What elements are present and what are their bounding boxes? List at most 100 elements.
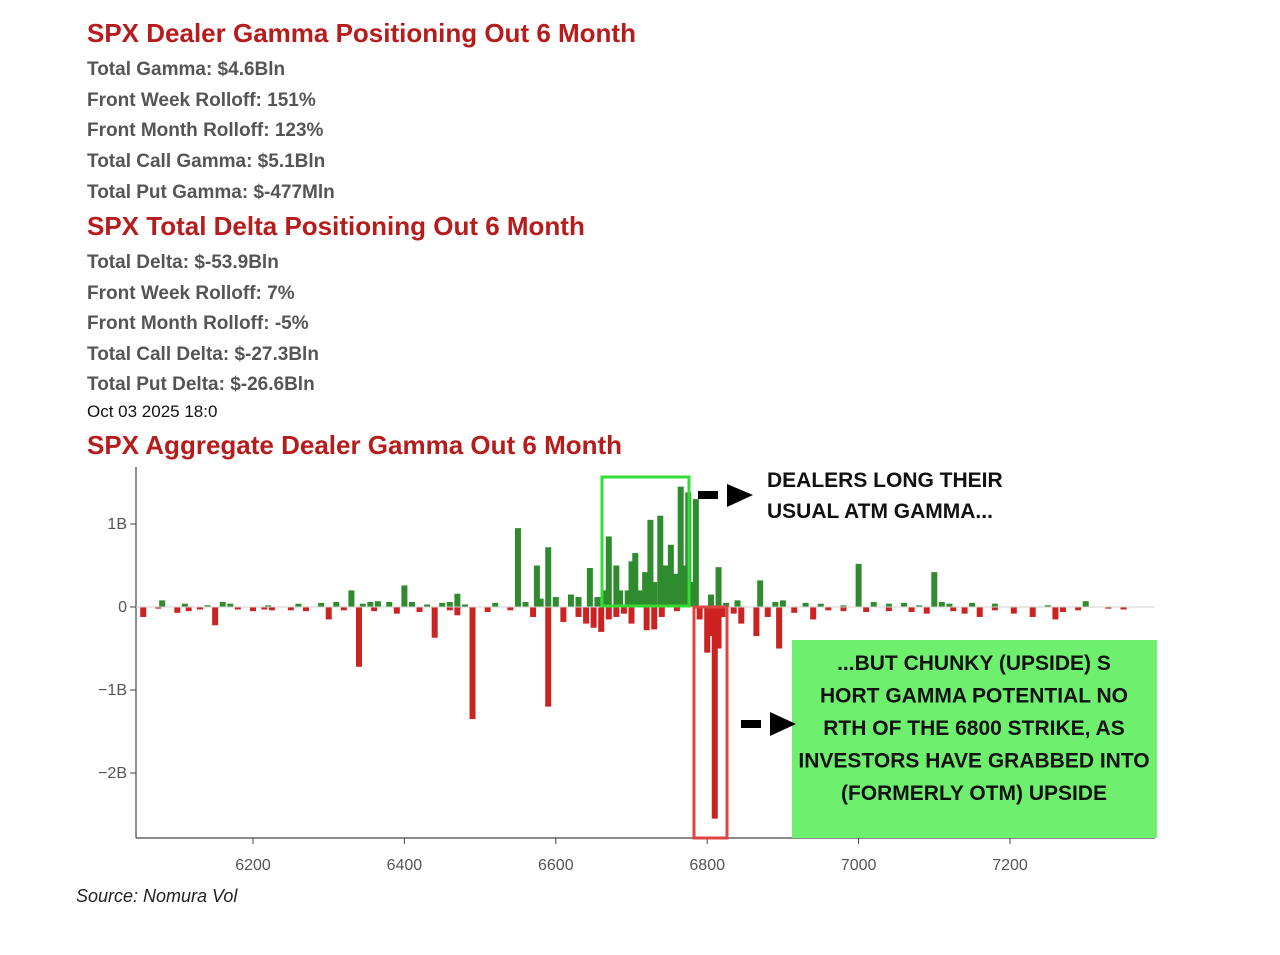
negative-gamma-bar xyxy=(1120,607,1127,610)
positive-gamma-bar xyxy=(359,603,366,607)
positive-gamma-bar xyxy=(159,600,166,607)
negative-gamma-bar xyxy=(704,607,711,653)
positive-gamma-bar xyxy=(446,602,453,607)
callout-text: ...BUT CHUNKY (UPSIDE) S HORT GAMMA POTEN… xyxy=(798,652,1149,805)
negative-gamma-bar xyxy=(446,607,453,611)
positive-gamma-bar xyxy=(265,605,272,607)
total-call-delta-stat: Total Call Delta: $-27.3Bln xyxy=(87,344,319,365)
positive-gamma-bar xyxy=(605,536,612,607)
positive-gamma-bar xyxy=(870,602,877,607)
negative-gamma-bar xyxy=(730,607,737,614)
x-tick-label: 6600 xyxy=(538,857,574,874)
negative-gamma-bar xyxy=(325,607,332,620)
positive-gamma-bar xyxy=(723,602,730,607)
negative-gamma-bar xyxy=(696,607,703,620)
negative-gamma-bar xyxy=(590,607,597,628)
negative-gamma-bar xyxy=(840,607,847,612)
delta-section-title: SPX Total Delta Positioning Out 6 Month xyxy=(87,211,585,241)
positive-gamma-bar xyxy=(333,602,340,607)
positive-gamma-bar xyxy=(617,590,624,607)
negative-gamma-bar xyxy=(185,607,192,612)
negative-gamma-bar xyxy=(923,607,930,614)
negative-gamma-bar xyxy=(738,607,745,624)
front-month-rolloff-stat: Front Month Rolloff: 123% xyxy=(87,120,324,141)
total-delta-stat: Total Delta: $-53.9Bln xyxy=(87,252,279,273)
negative-gamma-bar xyxy=(961,607,968,614)
negative-gamma-bar xyxy=(707,607,714,637)
negative-gamma-bar xyxy=(174,607,181,613)
positive-gamma-bar xyxy=(946,603,953,607)
negative-gamma-bar xyxy=(863,607,870,612)
positive-gamma-bar xyxy=(1082,601,1089,607)
negative-gamma-bar xyxy=(302,607,309,612)
y-tick-label: 1B xyxy=(107,516,127,533)
positive-gamma-bar xyxy=(613,565,620,607)
negative-gamma-bar xyxy=(545,607,552,707)
positive-gamma-bar xyxy=(916,605,923,607)
ticks-layer: 1B 0 −1B −2B 6200 6400 6600 6800 7000 7200 xyxy=(98,516,1028,874)
negative-gamma-bar xyxy=(810,607,817,620)
x-tick-label: 7200 xyxy=(992,857,1028,874)
positive-gamma-bar xyxy=(492,602,499,607)
negative-gamma-bar xyxy=(1052,607,1059,620)
negative-gamma-bar xyxy=(484,607,491,612)
callout-box xyxy=(792,640,1157,838)
negative-gamma-bar xyxy=(719,607,726,617)
negative-gamma-bar xyxy=(598,607,605,632)
positive-gamma-bar xyxy=(689,582,696,607)
positive-gamma-bar xyxy=(667,544,674,607)
positive-gamma-bar xyxy=(991,603,998,607)
positive-gamma-bar xyxy=(931,572,938,607)
negative-gamma-bar xyxy=(355,607,362,667)
negative-gamma-bar xyxy=(825,607,832,611)
negative-gamma-bar xyxy=(776,607,783,649)
positive-gamma-bar xyxy=(537,598,544,607)
positive-gamma-bar xyxy=(651,582,658,607)
total-gamma-stat: Total Gamma: $4.6Bln xyxy=(87,59,286,80)
front-week-rolloff-stat: Front Week Rolloff: 151% xyxy=(87,90,316,111)
negative-gamma-bar xyxy=(991,607,998,611)
timestamp: Oct 03 2025 18:0 xyxy=(87,402,218,421)
positive-gamma-bar xyxy=(632,553,639,607)
negative-gamma-bar xyxy=(643,607,650,631)
positive-gamma-bar xyxy=(772,602,779,607)
delta-front-week-rolloff-stat: Front Week Rolloff: 7% xyxy=(87,283,295,304)
positive-gamma-bar xyxy=(545,547,552,607)
negative-gamma-bar xyxy=(658,607,665,617)
negative-gamma-bar xyxy=(575,607,582,617)
negative-gamma-bar xyxy=(1010,607,1017,614)
callout-line: HORT GAMMA POTENTIAL NO xyxy=(820,685,1128,708)
negative-gamma-bar xyxy=(155,607,162,609)
positive-gamma-bar xyxy=(628,561,635,607)
positive-gamma-bar xyxy=(348,590,355,607)
chart-title: SPX Aggregate Dealer Gamma Out 6 Month xyxy=(87,430,623,460)
y-tick-label: 0 xyxy=(118,599,127,616)
negative-gamma-bar xyxy=(764,607,771,617)
negative-gamma-bar xyxy=(212,607,219,626)
negative-gamma-bar xyxy=(507,607,514,611)
negative-gamma-bar xyxy=(431,607,438,638)
positive-gamma-bar xyxy=(454,593,461,607)
positive-gamma-bar xyxy=(204,605,211,607)
negative-gamma-bar xyxy=(950,607,957,612)
negative-gamma-bar xyxy=(908,607,915,612)
negative-gamma-bar xyxy=(1075,607,1082,611)
positive-gamma-bar xyxy=(219,602,226,607)
positive-gamma-bar xyxy=(181,603,188,607)
positive-gamma-bar xyxy=(514,528,521,607)
y-tick-label: −2B xyxy=(98,765,127,782)
positive-gamma-bar xyxy=(227,603,234,607)
negative-gamma-bar xyxy=(140,607,147,617)
negative-gamma-bar xyxy=(197,607,204,610)
negative-gamma-bar xyxy=(791,607,798,613)
callout-line: INVESTORS HAVE GRABBED INTO xyxy=(798,750,1149,773)
total-put-delta-stat: Total Put Delta: $-26.6Bln xyxy=(87,374,315,395)
callout-line: (FORMERLY OTM) UPSIDE xyxy=(841,782,1107,805)
negative-gamma-bar xyxy=(454,607,461,616)
positive-gamma-bar xyxy=(969,602,976,607)
positive-gamma-bar xyxy=(855,563,862,607)
callout-line: ...BUT CHUNKY (UPSIDE) S xyxy=(837,652,1111,675)
positive-gamma-bar xyxy=(386,602,393,607)
negative-gamma-bar xyxy=(261,607,268,610)
positive-gamma-bar xyxy=(662,565,669,607)
